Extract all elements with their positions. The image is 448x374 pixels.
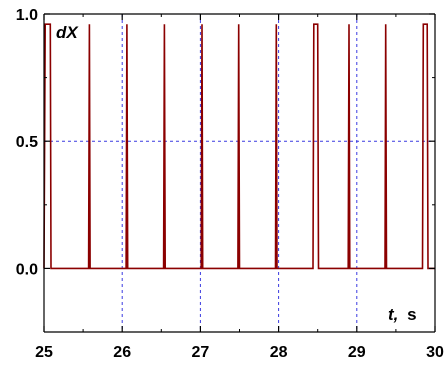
x-tick-label: 30 <box>426 344 444 361</box>
x-axis-label-unit: s <box>407 305 416 324</box>
y-tick-label: 0.5 <box>16 134 38 151</box>
series-line <box>43 23 435 270</box>
x-tick-label: 29 <box>348 344 366 361</box>
x-tick-label: 26 <box>113 344 131 361</box>
y-tick-label: 0.0 <box>16 261 38 278</box>
label-layer: dX t, s <box>56 23 417 324</box>
x-tick-label: 28 <box>270 344 288 361</box>
series-layer <box>43 23 435 270</box>
axis-layer: 25 26 27 28 29 30 0.0 0.5 1.0 <box>16 7 444 361</box>
x-axis-label-variable: t, <box>388 305 398 324</box>
grid-layer <box>44 14 435 332</box>
x-tick-label: 27 <box>192 344 210 361</box>
x-axis-label: t, s <box>388 305 417 324</box>
x-tick-label: 25 <box>35 344 53 361</box>
y-axis-label: dX <box>56 23 79 42</box>
y-tick-label: 1.0 <box>16 7 38 24</box>
